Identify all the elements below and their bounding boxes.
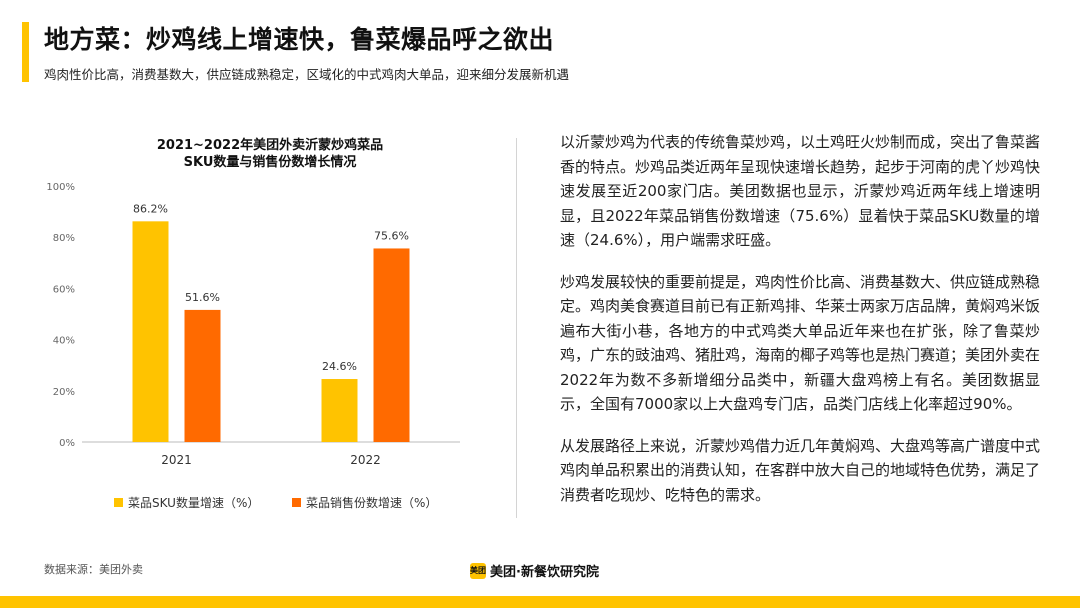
bottom-accent-bar bbox=[0, 596, 1080, 608]
y-tick-label: 20% bbox=[53, 387, 75, 398]
bar bbox=[321, 379, 358, 442]
brand: 美团 美团·新餐饮研究院 bbox=[470, 561, 599, 580]
column-divider bbox=[516, 138, 517, 518]
y-tick-label: 0% bbox=[59, 438, 75, 449]
body-text: 以沂蒙炒鸡为代表的传统鲁菜炒鸡，以土鸡旺火炒制而成，突出了鲁菜酱香的特点。炒鸡品… bbox=[560, 130, 1040, 524]
legend-label: 菜品销售份数增速（%） bbox=[306, 495, 437, 510]
chart-panel: 0% 20% 40% 60% 80% 100% 86.2% 51.6% 2021 24.6% 75.… bbox=[30, 130, 510, 530]
paragraph-3: 从发展路径上来说，沂蒙炒鸡借力近几年黄焖鸡、大盘鸡等高广谱度中式鸡肉单品积累出的… bbox=[560, 436, 1041, 504]
data-source-note: 数据来源：美团外卖 bbox=[44, 563, 143, 576]
legend-label: 菜品SKU数量增速（%） bbox=[128, 495, 259, 510]
paragraph-2: 炒鸡发展较快的重要前提是，鸡肉性价比高、消费基数大、供应链成熟稳定。鸡肉美食赛道… bbox=[560, 272, 1041, 414]
legend-swatch bbox=[292, 498, 301, 507]
x-tick-label: 2021 bbox=[161, 453, 192, 467]
data-label: 51.6% bbox=[185, 291, 220, 304]
x-tick-label: 2022 bbox=[350, 453, 381, 467]
y-tick-label: 80% bbox=[53, 233, 75, 244]
bar bbox=[184, 309, 221, 442]
y-tick-label: 60% bbox=[53, 284, 75, 295]
y-tick-label: 100% bbox=[46, 182, 75, 193]
data-label: 24.6% bbox=[322, 360, 357, 373]
title-accent-bar bbox=[22, 22, 29, 82]
chart-title-line-1: 2021~2022年美团外卖沂蒙炒鸡菜品 bbox=[156, 138, 384, 153]
page-title: 地方菜：炒鸡线上增速快，鲁菜爆品呼之欲出 bbox=[44, 25, 555, 54]
y-tick-label: 40% bbox=[53, 336, 75, 347]
paragraph-1: 以沂蒙炒鸡为代表的传统鲁菜炒鸡，以土鸡旺火炒制而成，突出了鲁菜酱香的特点。炒鸡品… bbox=[560, 133, 1041, 249]
page-subtitle: 鸡肉性价比高，消费基数大，供应链成熟稳定，区域化的中式鸡肉大单品，迎来细分发展新… bbox=[44, 67, 570, 82]
chart-title-line-2: SKU数量与销售份数增长情况 bbox=[183, 155, 357, 170]
data-label: 75.6% bbox=[374, 229, 409, 242]
brand-name: 美团·新餐饮研究院 bbox=[490, 565, 599, 580]
data-label: 86.2% bbox=[133, 202, 168, 215]
meituan-logo-icon: 美团 bbox=[470, 562, 486, 579]
bar-chart: 0% 20% 40% 60% 80% 100% 86.2% 51.6% 2021 24.6% 75.… bbox=[46, 182, 460, 510]
bar bbox=[132, 221, 169, 442]
bar bbox=[373, 248, 410, 442]
legend-swatch bbox=[114, 498, 123, 507]
